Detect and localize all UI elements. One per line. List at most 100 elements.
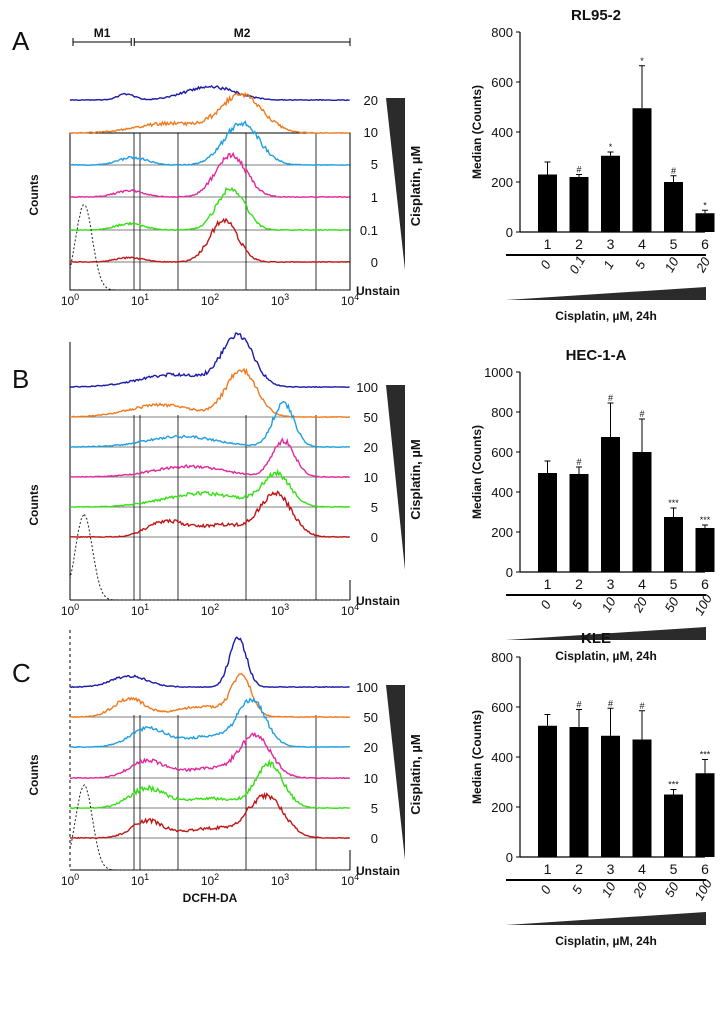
bar-category-label: 3 <box>607 861 615 877</box>
bar-dose-label: 0 <box>537 882 554 896</box>
histogram-trace-3 <box>69 697 350 749</box>
panel-letter: A <box>12 26 30 56</box>
histogram-x-tick-label: 101 <box>131 872 149 888</box>
bar-category-label: 1 <box>544 236 552 252</box>
bar-category-label: 2 <box>575 576 583 592</box>
histogram-x-tick-label: 102 <box>201 872 219 888</box>
significance-marker: # <box>671 166 676 176</box>
histogram-trace-5 <box>69 186 350 232</box>
bar-dose-label: 0 <box>537 257 554 271</box>
histogram-y-label: Counts <box>27 174 41 216</box>
bar-category-label: 2 <box>575 861 583 877</box>
trace-dose-label: 0.1 <box>360 223 378 238</box>
bar-dose-label: 5 <box>569 882 586 896</box>
bar-dose-label: 10 <box>598 879 619 900</box>
histogram-x-label: DCFH-DA <box>183 891 238 905</box>
bar-y-label: Median (Counts) <box>470 85 484 179</box>
unstain-label: Unstain <box>356 284 400 298</box>
bar-y-tick-label: 800 <box>491 650 513 665</box>
bar-chart-title: KLE <box>581 630 611 647</box>
histogram-x-tick-label: 104 <box>341 292 359 308</box>
bar-y-tick-label: 600 <box>491 700 513 715</box>
histogram-y-label: Counts <box>27 754 41 796</box>
dose-gradient-wedge <box>386 685 405 860</box>
significance-marker: # <box>608 698 613 708</box>
bar-y-tick-label: 200 <box>491 175 513 190</box>
histogram-trace-2 <box>70 367 350 419</box>
histogram-x-tick-label: 100 <box>61 872 79 888</box>
trace-dose-label: 0 <box>371 530 378 545</box>
bar-category-label: 3 <box>607 236 615 252</box>
trace-dose-label: 20 <box>364 740 378 755</box>
histogram-x-tick-label: 100 <box>61 292 79 308</box>
bar-category-label: 6 <box>701 236 709 252</box>
histogram-trace-unstain <box>69 204 350 291</box>
histogram-trace-4 <box>69 151 350 199</box>
bar-category-label: 5 <box>670 236 678 252</box>
gate-marker-label: M1 <box>94 26 111 40</box>
bar <box>664 517 683 572</box>
histogram-trace-3 <box>69 400 350 449</box>
bar-dose-label: 1 <box>600 258 617 272</box>
bar <box>538 174 557 232</box>
bar-dose-gradient-wedge <box>506 627 706 640</box>
bar <box>601 437 620 572</box>
significance-marker: * <box>703 200 707 210</box>
bar-dose-label: 10 <box>661 254 682 275</box>
histogram-x-tick-label: 102 <box>201 292 219 308</box>
bar-y-label: Median (Counts) <box>470 425 484 519</box>
significance-marker: * <box>609 142 613 152</box>
bar-x-label: Cisplatin, µM, 24h <box>555 934 657 948</box>
bar-dose-label: 50 <box>661 594 682 615</box>
bar-category-label: 1 <box>544 576 552 592</box>
unstain-label: Unstain <box>356 594 400 608</box>
trace-dose-label: 1 <box>371 190 378 205</box>
bar <box>632 452 652 572</box>
significance-marker: # <box>576 700 581 710</box>
histogram-trace-2 <box>69 91 350 135</box>
bar-y-tick-label: 0 <box>506 565 513 580</box>
significance-marker: * <box>640 56 644 66</box>
bar-category-label: 1 <box>544 861 552 877</box>
histogram-x-tick-label: 103 <box>271 872 289 888</box>
bar-y-tick-label: 400 <box>491 750 513 765</box>
bar-dose-gradient-wedge <box>506 912 706 925</box>
bar <box>569 727 589 857</box>
bar-y-tick-label: 400 <box>491 485 513 500</box>
bar-y-tick-label: 800 <box>491 405 513 420</box>
trace-dose-label: 100 <box>356 680 378 695</box>
histogram-y-label: Counts <box>27 484 41 526</box>
trace-dose-label: 0 <box>371 831 378 846</box>
significance-marker: # <box>639 701 644 711</box>
histogram-trace-6 <box>69 217 350 264</box>
bar <box>632 739 652 857</box>
bar <box>695 773 715 857</box>
dose-axis-label: Cisplatin, µM <box>408 439 423 519</box>
bar-chart-title: HEC-1-A <box>566 347 627 364</box>
trace-dose-label: 50 <box>364 410 378 425</box>
bar-category-label: 4 <box>638 861 646 877</box>
bar-dose-gradient-wedge <box>506 287 706 300</box>
bar-category-label: 4 <box>638 576 646 592</box>
bar <box>601 155 620 232</box>
bar <box>538 473 557 572</box>
trace-dose-label: 20 <box>364 440 378 455</box>
bar <box>695 528 715 572</box>
significance-marker: # <box>639 409 644 419</box>
bar-y-tick-label: 200 <box>491 800 513 815</box>
bar <box>569 474 589 572</box>
bar-y-tick-label: 1000 <box>484 365 513 380</box>
histogram-trace-4 <box>69 437 350 479</box>
histogram-x-tick-label: 103 <box>271 292 289 308</box>
histogram-x-tick-label: 104 <box>341 872 359 888</box>
histogram-x-tick-label: 101 <box>131 292 149 308</box>
bar-dose-label: 20 <box>629 594 650 616</box>
histogram-x-tick-label: 101 <box>131 602 149 618</box>
bar-y-tick-label: 400 <box>491 125 513 140</box>
bar-category-label: 6 <box>701 861 709 877</box>
significance-marker: # <box>608 393 613 403</box>
bar-dose-label: 0.1 <box>566 253 588 276</box>
significance-marker: # <box>576 457 581 467</box>
significance-marker: # <box>576 165 581 175</box>
